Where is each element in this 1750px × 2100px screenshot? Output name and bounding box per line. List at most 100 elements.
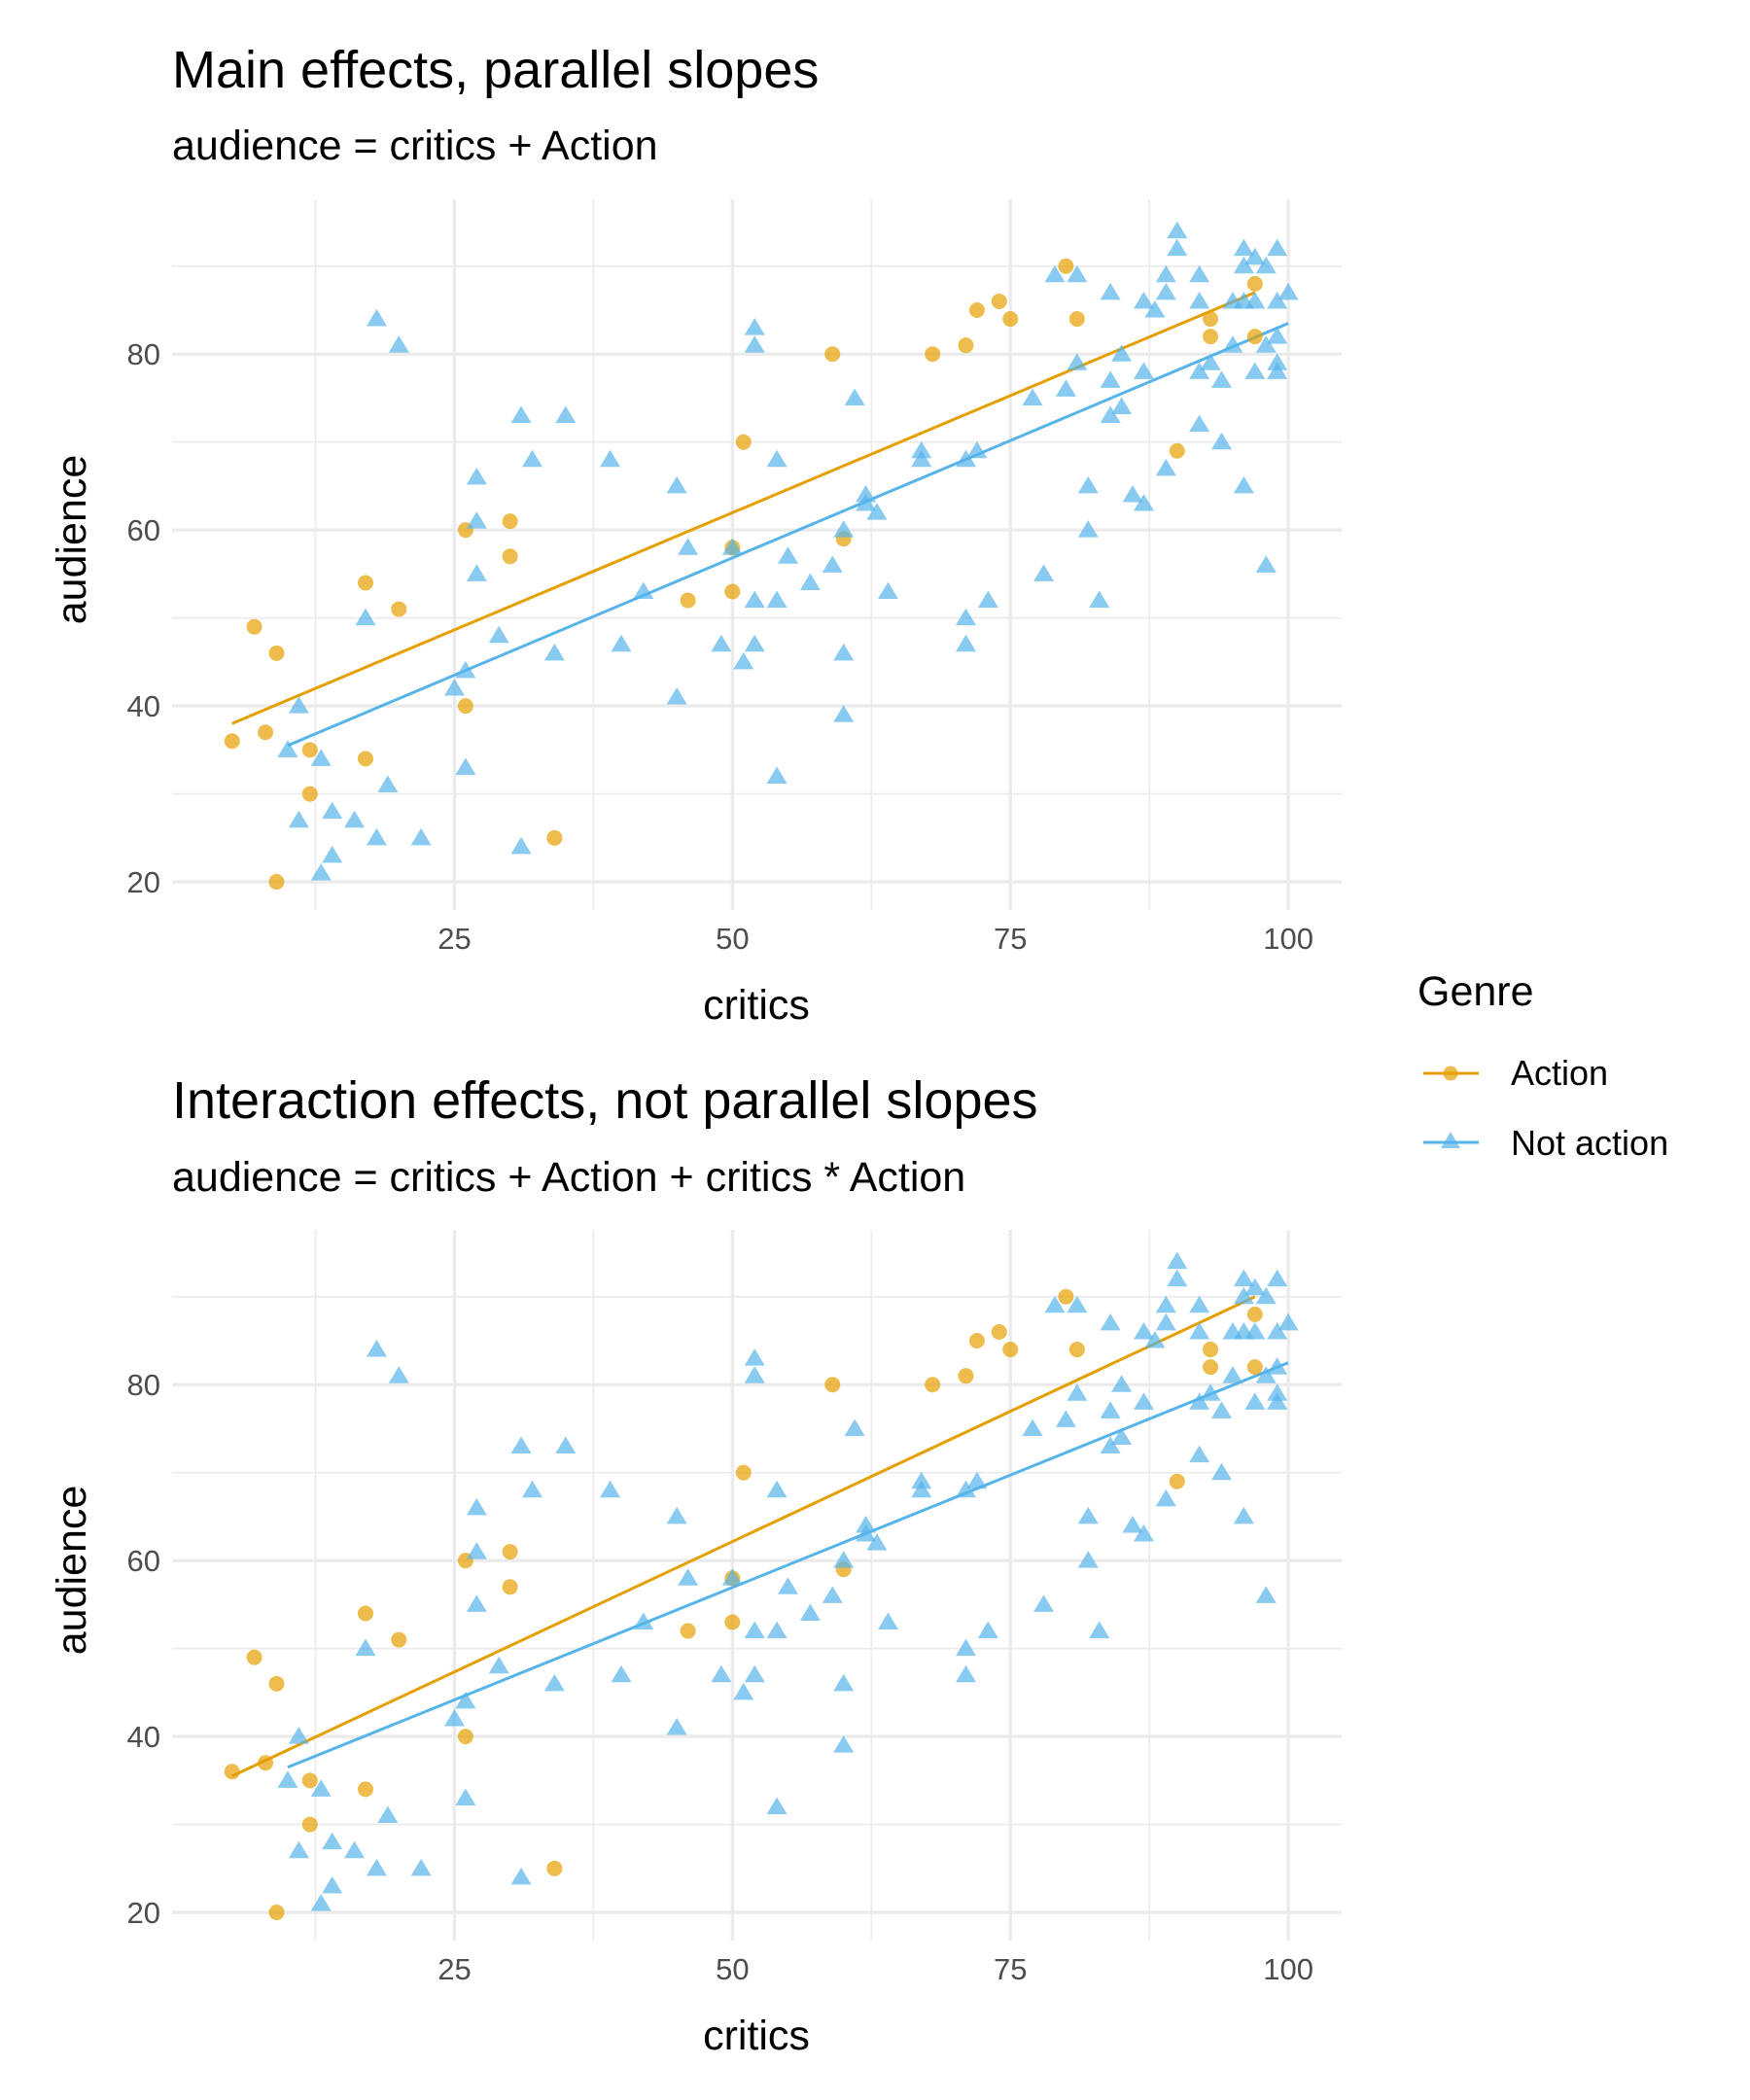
panel-title: Interaction effects, not parallel slopes xyxy=(172,1071,1038,1130)
data-point-action xyxy=(457,1729,473,1745)
panel-main-effects: Main effects, parallel slopes audience =… xyxy=(49,41,1342,1029)
data-point-not-action xyxy=(466,1542,487,1559)
data-point-not-action xyxy=(1077,475,1099,494)
data-point-not-action xyxy=(1255,1586,1277,1603)
data-point-action xyxy=(1058,258,1074,274)
data-point-action xyxy=(958,1368,974,1384)
y-tick-label: 40 xyxy=(127,689,160,723)
panel-interaction-effects: Interaction effects, not parallel slopes… xyxy=(49,1071,1342,2059)
data-point-not-action xyxy=(955,1480,976,1498)
data-point-not-action xyxy=(466,1497,487,1516)
data-point-not-action xyxy=(1233,475,1254,494)
data-point-not-action xyxy=(1210,370,1232,388)
data-point-not-action xyxy=(555,405,577,424)
x-tick-label: 75 xyxy=(994,922,1027,956)
data-point-not-action xyxy=(377,775,399,793)
data-point-not-action xyxy=(1155,264,1176,283)
data-point-not-action xyxy=(1067,264,1088,283)
data-point-not-action xyxy=(310,863,332,881)
gridlines xyxy=(172,1230,1342,1941)
data-point-not-action xyxy=(388,335,409,353)
data-point-not-action xyxy=(833,643,855,661)
data-point-not-action xyxy=(844,388,865,405)
data-point-action xyxy=(357,1781,373,1798)
data-point-not-action xyxy=(955,449,976,468)
data-point-not-action xyxy=(1233,1286,1254,1305)
data-point-not-action xyxy=(522,1480,543,1498)
data-point-not-action xyxy=(1067,1383,1088,1401)
data-point-not-action xyxy=(1267,327,1288,344)
data-point-not-action xyxy=(766,1621,788,1639)
data-point-not-action xyxy=(1200,353,1221,370)
data-point-not-action xyxy=(1111,397,1133,415)
data-point-not-action xyxy=(966,1471,988,1489)
data-point-not-action xyxy=(288,810,309,828)
data-point-not-action xyxy=(721,538,743,555)
data-point-not-action xyxy=(766,590,788,609)
data-point-not-action xyxy=(799,1603,821,1621)
data-point-not-action xyxy=(488,1656,509,1674)
data-point-not-action xyxy=(844,1418,865,1436)
data-point-not-action xyxy=(410,1858,432,1876)
data-point-not-action xyxy=(733,1682,754,1700)
data-point-not-action xyxy=(455,757,476,775)
data-point-action xyxy=(1203,1359,1219,1376)
data-point-not-action xyxy=(455,1691,476,1709)
data-point-action xyxy=(502,1579,518,1595)
legend-label-not-action: Not action xyxy=(1511,1123,1668,1163)
data-point-not-action xyxy=(310,749,332,766)
data-point-not-action xyxy=(744,1621,765,1639)
data-point-not-action xyxy=(1278,1312,1299,1331)
data-point-action xyxy=(268,645,285,661)
data-point-action xyxy=(502,513,518,530)
data-point-not-action xyxy=(466,564,487,581)
legend-triangle-icon xyxy=(1441,1132,1460,1148)
data-point-not-action xyxy=(1133,1524,1154,1542)
data-point-not-action xyxy=(611,634,632,652)
data-point-not-action xyxy=(766,766,788,784)
data-point-not-action xyxy=(322,1875,343,1894)
data-point-not-action xyxy=(1267,362,1288,379)
data-point-not-action xyxy=(510,1867,532,1885)
data-point-not-action xyxy=(744,590,765,609)
data-point-not-action xyxy=(955,1638,976,1657)
data-point-not-action xyxy=(288,696,309,714)
data-point-not-action xyxy=(1210,1401,1232,1418)
data-point-action xyxy=(958,337,974,354)
data-point-action xyxy=(1068,1342,1085,1358)
data-point-not-action xyxy=(1055,379,1076,397)
data-point-not-action xyxy=(711,1664,732,1683)
data-point-not-action xyxy=(1267,1321,1288,1340)
data-point-not-action xyxy=(377,1805,399,1824)
data-point-action xyxy=(735,1464,752,1481)
data-point-not-action xyxy=(977,590,998,609)
data-point-not-action xyxy=(856,484,877,503)
x-tick-label: 100 xyxy=(1263,1952,1313,1986)
data-point-not-action xyxy=(288,1727,309,1744)
data-point-not-action xyxy=(778,546,799,564)
data-point-not-action xyxy=(1200,1383,1221,1401)
data-point-not-action xyxy=(833,705,855,722)
data-point-not-action xyxy=(744,318,765,335)
data-point-not-action xyxy=(1255,1366,1277,1383)
data-point-not-action xyxy=(1167,1251,1188,1270)
data-point-not-action xyxy=(1244,1321,1266,1340)
data-point-not-action xyxy=(1255,555,1277,573)
data-point-action xyxy=(357,575,373,591)
data-point-not-action xyxy=(822,1586,843,1603)
data-point-action xyxy=(925,1377,941,1393)
data-point-not-action xyxy=(1233,238,1254,257)
data-point-not-action xyxy=(1255,1286,1277,1305)
data-point-not-action xyxy=(799,573,821,590)
data-point-not-action xyxy=(1189,414,1210,433)
data-point-not-action xyxy=(1244,1278,1266,1296)
data-point-action xyxy=(1002,311,1019,328)
panel-title: Main effects, parallel slopes xyxy=(172,41,819,99)
data-point-not-action xyxy=(600,1480,621,1498)
data-point-not-action xyxy=(856,494,877,511)
fit-line-action xyxy=(231,1295,1256,1778)
data-point-not-action xyxy=(1267,238,1288,257)
y-tick-label: 60 xyxy=(127,1544,160,1578)
data-point-action xyxy=(1169,1473,1185,1489)
data-point-action xyxy=(268,1675,285,1692)
